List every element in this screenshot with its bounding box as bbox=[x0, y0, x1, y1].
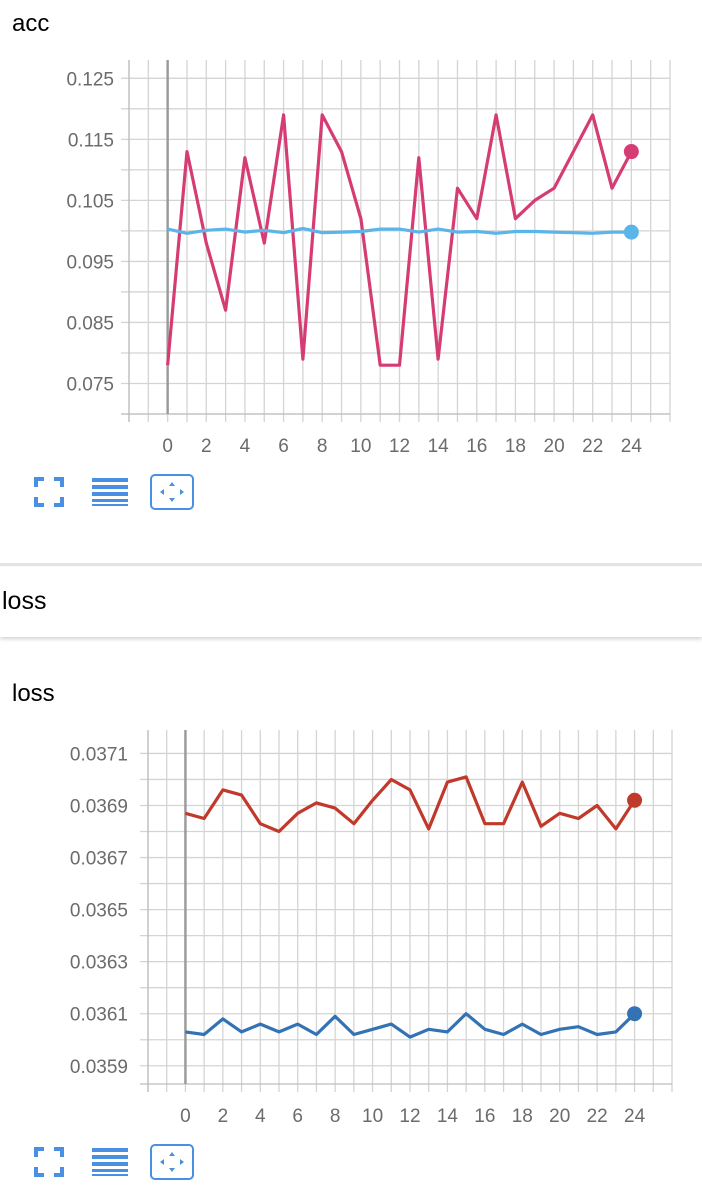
chart-toolbar-acc bbox=[28, 474, 213, 510]
x-tick-label: 12 bbox=[389, 436, 410, 457]
x-tick-label: 2 bbox=[201, 436, 212, 457]
fit-domain-icon bbox=[160, 1152, 184, 1172]
series-line-0 bbox=[184, 775, 636, 834]
series-line-1 bbox=[185, 1012, 636, 1039]
section-header-loss[interactable]: loss bbox=[0, 567, 702, 637]
x-tick-label: 24 bbox=[621, 436, 643, 457]
fullscreen-icon bbox=[34, 1147, 64, 1177]
series-end-marker-1 bbox=[627, 1006, 643, 1022]
chart-title-acc: acc bbox=[12, 10, 50, 37]
x-tick-label: 16 bbox=[466, 436, 487, 457]
fullscreen-button[interactable] bbox=[28, 475, 70, 509]
series-end-marker-0 bbox=[623, 144, 639, 160]
fullscreen-icon bbox=[34, 477, 64, 507]
fullscreen-button[interactable] bbox=[28, 1145, 70, 1179]
x-tick-label: 24 bbox=[624, 1106, 646, 1127]
section-divider bbox=[0, 563, 702, 566]
toggle-log-scale-button[interactable] bbox=[89, 475, 131, 509]
chart-toolbar-loss bbox=[28, 1144, 213, 1180]
x-tick-label: 4 bbox=[255, 1106, 266, 1127]
x-tick-label: 10 bbox=[350, 436, 371, 457]
x-tick-label: 20 bbox=[549, 1106, 570, 1127]
x-tick-label: 14 bbox=[428, 436, 450, 457]
fit-domain-button[interactable] bbox=[150, 1144, 194, 1180]
toggle-y-log-icon bbox=[92, 478, 128, 506]
grid bbox=[140, 730, 673, 1092]
x-tick-label: 14 bbox=[437, 1106, 459, 1127]
x-tick-label: 6 bbox=[292, 1106, 303, 1127]
x-tick-label: 22 bbox=[587, 1106, 608, 1127]
y-tick-label: 0.095 bbox=[66, 252, 114, 273]
y-tick-label: 0.0365 bbox=[70, 901, 128, 922]
y-tick-label: 0.0371 bbox=[70, 744, 128, 765]
x-tick-label: 4 bbox=[240, 436, 251, 457]
x-tick-label: 16 bbox=[474, 1106, 495, 1127]
toggle-y-log-icon bbox=[92, 1148, 128, 1176]
x-tick-label: 8 bbox=[317, 436, 328, 457]
y-tick-label: 0.105 bbox=[66, 191, 114, 212]
y-tick-label: 0.0369 bbox=[70, 796, 128, 817]
section-title: loss bbox=[2, 587, 47, 615]
x-tick-label: 0 bbox=[180, 1106, 191, 1127]
series-line-0 bbox=[166, 113, 633, 367]
x-tick-label: 12 bbox=[399, 1106, 420, 1127]
toggle-log-scale-button[interactable] bbox=[89, 1145, 131, 1179]
x-tick-label: 18 bbox=[512, 1106, 533, 1127]
chart-loss: 0 2 4 6 8 10 12 14 16 18 20 22 240.03590.03610.03630… bbox=[70, 730, 673, 1127]
series-end-marker-0 bbox=[627, 792, 643, 808]
y-tick-label: 0.0363 bbox=[70, 953, 128, 974]
fit-domain-icon bbox=[160, 482, 184, 502]
chart-acc: 0 2 4 6 8 10 12 14 16 18 20 22 240.0750.0850.0950.10… bbox=[66, 60, 671, 457]
y-tick-label: 0.125 bbox=[66, 69, 114, 90]
x-tick-label: 0 bbox=[162, 436, 173, 457]
chart-title-loss: loss bbox=[12, 680, 55, 707]
y-tick-label: 0.0361 bbox=[70, 1005, 128, 1026]
x-tick-label: 22 bbox=[582, 436, 603, 457]
y-tick-label: 0.0359 bbox=[70, 1057, 128, 1078]
series-end-marker-1 bbox=[623, 224, 639, 240]
y-tick-label: 0.0367 bbox=[70, 849, 128, 870]
x-tick-label: 10 bbox=[362, 1106, 383, 1127]
x-tick-label: 20 bbox=[544, 436, 565, 457]
x-tick-label: 18 bbox=[505, 436, 526, 457]
y-tick-label: 0.075 bbox=[66, 374, 114, 395]
x-tick-label: 8 bbox=[330, 1106, 341, 1127]
series-line-1 bbox=[167, 226, 632, 235]
x-tick-label: 6 bbox=[278, 436, 289, 457]
x-tick-label: 2 bbox=[218, 1106, 229, 1127]
fit-domain-button[interactable] bbox=[150, 474, 194, 510]
y-tick-label: 0.085 bbox=[66, 313, 114, 334]
y-tick-label: 0.115 bbox=[68, 130, 114, 151]
